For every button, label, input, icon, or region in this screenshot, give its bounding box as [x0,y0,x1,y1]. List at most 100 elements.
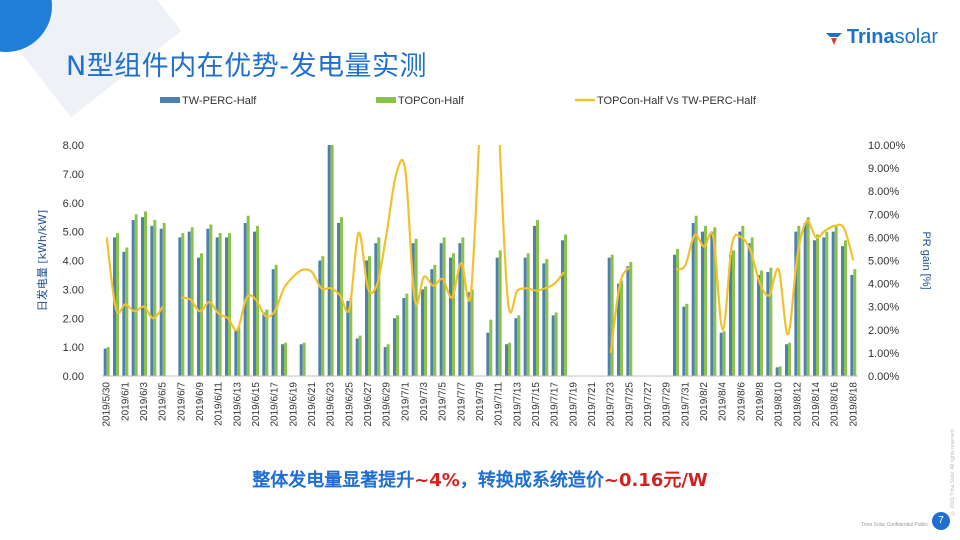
bar-perc [150,225,154,376]
bar-topcon [545,259,549,376]
y-right-tick-label: 10.00% [868,140,906,152]
bar-topcon [414,238,418,376]
x-tick-label: 2019/6/11 [214,382,225,426]
bar-topcon [797,225,801,376]
y-right-tick-label: 1.00% [868,348,899,360]
bar-topcon [816,234,819,376]
trina-logo-icon [825,32,842,45]
bar-perc [299,344,303,376]
bar-perc [505,344,508,376]
x-tick-label: 2019/6/15 [251,382,262,427]
bar-topcon [452,253,455,376]
bar-perc [785,344,788,376]
bar-perc [794,231,798,376]
y-tick-label: 5.00 [63,227,84,239]
bar-topcon [806,217,810,376]
summary-value-gain: ~4% [414,470,460,491]
x-tick-label: 2019/7/23 [606,382,617,427]
legend-label: TOPCon-Half [398,95,465,107]
bar-perc [346,300,350,376]
footer-note: Trina Solar Confidential Public [860,522,928,528]
bar-perc [159,228,163,376]
x-tick-label: 2019/7/27 [643,382,654,427]
bar-topcon [526,253,530,376]
bar-topcon [424,286,427,376]
y-right-tick-label: 5.00% [868,256,899,268]
x-tick-label: 2019/7/9 [475,382,486,421]
bar-topcon [218,233,222,376]
bar-perc [775,367,779,376]
bar-topcon [284,342,287,376]
x-tick-label: 2019/6/29 [382,382,393,427]
x-tick-label: 2019/8/14 [811,382,822,427]
bar-perc [467,292,471,376]
bar-topcon [704,225,707,376]
bar-perc [561,240,564,376]
bar-topcon [386,344,390,376]
x-tick-label: 2019/6/1 [120,382,131,421]
bar-perc [850,274,854,376]
bar-perc [439,243,443,376]
bar-perc [234,329,238,376]
bar-topcon [620,280,623,376]
bar-perc [421,289,424,376]
bar-perc [729,254,732,376]
bar-perc [187,231,191,376]
bar-perc [486,332,490,376]
y-tick-label: 6.00 [63,198,84,210]
x-tick-label: 2019/6/27 [363,382,374,427]
x-tick-label: 2019/8/2 [699,382,710,421]
y-right-tick-label: 3.00% [868,302,899,314]
pr-gain-line [609,266,631,354]
y-axis-title: 日发电量 [kWh/kW] [35,210,49,311]
x-tick-label: 2019/7/25 [624,382,635,427]
bar-topcon [265,309,269,376]
bar-perc [542,263,546,376]
bar-topcon [349,298,353,376]
bar-perc [449,257,452,376]
bar-topcon [461,237,465,376]
x-tick-label: 2019/6/17 [270,382,281,427]
bar-topcon [685,303,689,376]
bar-topcon [853,269,857,376]
bar-topcon [200,253,203,376]
y-right-tick-label: 7.00% [868,209,899,221]
bar-perc [822,237,826,376]
pr-gain-line [498,145,565,314]
bar-topcon [498,250,502,376]
bar-perc [327,145,331,376]
x-tick-label: 2019/7/11 [494,382,505,426]
bar-perc [747,243,751,376]
brand-logo: Trinasolar [825,26,938,49]
bar-topcon [713,227,717,376]
bar-perc [355,338,359,376]
bar-topcon [396,315,399,376]
bar-topcon [825,231,829,376]
bar-topcon [181,233,185,376]
bar-topcon [125,247,129,376]
x-tick-label: 2019/6/19 [288,382,299,427]
bar-topcon [750,237,754,376]
bar-topcon [302,342,306,376]
bar-perc [411,243,415,376]
summary-line: 整体发电量显著提升~4%，转换成系统造价~0.16元/W [0,466,960,492]
x-tick-label: 2019/8/12 [792,382,803,427]
x-tick-label: 2019/7/15 [531,382,542,427]
x-tick-label: 2019/6/25 [344,382,355,427]
bar-topcon [760,270,763,376]
bar-perc [103,348,107,376]
y-tick-label: 0.00 [63,371,84,383]
y-tick-label: 3.00 [63,284,84,296]
x-tick-label: 2019/6/23 [326,382,337,427]
bar-topcon [405,293,409,376]
x-tick-label: 2019/7/3 [419,382,430,421]
bar-topcon [106,347,110,376]
y-right-tick-label: 6.00% [868,232,899,244]
x-tick-label: 2019/5/30 [102,382,113,427]
x-tick-label: 2019/8/4 [718,382,729,421]
legend-swatch-1 [376,97,396,103]
legend-swatch-0 [160,97,180,103]
bar-topcon [722,331,726,376]
x-tick-label: 2019/7/19 [568,382,579,427]
